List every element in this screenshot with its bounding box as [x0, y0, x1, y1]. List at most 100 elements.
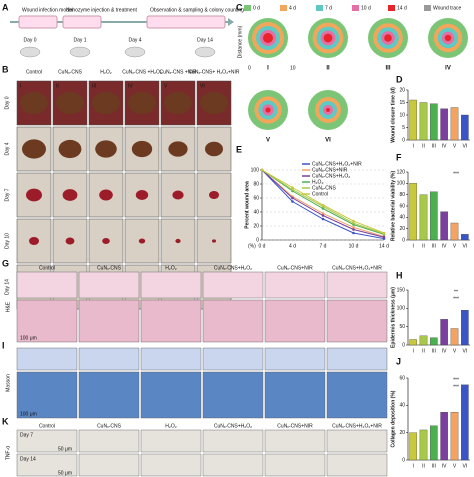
- y-tick-label: 20: [399, 226, 405, 232]
- tnf-image: [326, 429, 388, 453]
- legend-label: 4 d: [289, 5, 296, 11]
- column-header: H₂O₂: [100, 69, 111, 75]
- column-header: Control: [39, 423, 55, 429]
- trace-label: I: [267, 66, 269, 72]
- panel-label: C: [236, 2, 243, 12]
- wound: [131, 140, 153, 158]
- bar: [450, 107, 459, 141]
- panel-label: J: [396, 356, 401, 366]
- masson-image: [264, 347, 326, 371]
- axis-tick: 0: [248, 65, 251, 71]
- annotation: **: [454, 289, 458, 295]
- group-label: VI: [200, 83, 205, 89]
- point: [291, 188, 294, 191]
- wound-trace: [384, 34, 392, 42]
- x-tick-label: II: [422, 243, 425, 249]
- point: [321, 203, 325, 207]
- legend-label: CuNₓ-CNS: [312, 185, 337, 191]
- bar: [430, 425, 438, 461]
- y-tick-label: 20: [253, 223, 259, 229]
- point: [382, 231, 386, 235]
- x-tick-label: 4 d: [289, 243, 296, 249]
- wound: [200, 91, 228, 115]
- legend-swatch: [352, 5, 359, 11]
- panel-label: F: [396, 152, 402, 162]
- axis-label: Distance (mm): [237, 25, 243, 58]
- x-tick-label: IV: [442, 243, 447, 249]
- bar: [409, 339, 417, 346]
- point: [321, 207, 325, 210]
- legend-label: CuNₓ-CNS+NIR: [312, 167, 348, 173]
- y-axis-label: Relative bacterial viability (%): [390, 171, 396, 242]
- he-zoom: [202, 299, 264, 343]
- he-zoom: [16, 299, 78, 343]
- wound: [58, 139, 82, 159]
- column-header: CuNₓ-CNS+NIR: [277, 423, 313, 429]
- row-label: Day 4: [4, 142, 10, 155]
- wound: [62, 189, 78, 201]
- axis-tick: 10: [290, 65, 296, 71]
- he-image: [16, 271, 78, 299]
- y-tick-label: 50: [399, 324, 405, 330]
- mouse-icon: [124, 46, 146, 58]
- column-header: CuNₓ-CNS+ H₂O₂+NIR: [188, 69, 239, 75]
- scale-bar: 50 μm: [58, 446, 72, 452]
- x-tick-label: II: [422, 463, 425, 469]
- legend-swatch: [388, 5, 395, 11]
- x-tick-label: I: [412, 143, 413, 149]
- masson-image: [202, 347, 264, 371]
- wound-trace: [444, 34, 452, 42]
- legend-label: 14 d: [397, 5, 407, 11]
- point: [291, 196, 294, 200]
- wound: [212, 239, 216, 243]
- annotation: ***: [453, 377, 459, 383]
- y-unit: (%): [248, 243, 256, 249]
- tnf-image: [78, 429, 140, 453]
- bar: [440, 211, 448, 241]
- wound: [99, 189, 113, 201]
- x-tick-label: 14 d: [379, 243, 389, 249]
- wound: [22, 139, 46, 159]
- x-tick-label: VI: [462, 243, 467, 249]
- trace-label: IV: [445, 66, 451, 72]
- y-axis-label: Epidermis thickness (μm): [390, 287, 396, 348]
- row-label: Day 7: [20, 432, 33, 438]
- x-tick-label: V: [453, 348, 457, 354]
- point: [291, 200, 294, 203]
- x-tick-label: IV: [442, 463, 447, 469]
- wound: [135, 190, 149, 200]
- x-tick-label: 0 d: [259, 243, 266, 249]
- column-header: CuNₓ-CNS: [58, 69, 83, 75]
- wound-trace: [323, 33, 333, 43]
- bar: [409, 183, 417, 241]
- point: [321, 212, 325, 215]
- x-tick-label: I: [412, 348, 413, 354]
- trace-label: III: [385, 66, 390, 72]
- y-tick-label: 20: [399, 87, 405, 93]
- legend-label: 0 d: [253, 5, 260, 11]
- legend-label: Wound trace: [433, 5, 461, 11]
- y-tick-label: 150: [397, 287, 406, 293]
- x-tick-label: II: [422, 143, 425, 149]
- y-tick-label: 100: [397, 306, 406, 312]
- tnf-image: [264, 429, 326, 453]
- panel-label: B: [2, 64, 9, 74]
- wound-trace: [265, 107, 271, 113]
- legend-swatch: [280, 5, 287, 11]
- y-tick-label: 100: [397, 181, 406, 187]
- x-tick-label: I: [412, 243, 413, 249]
- step-box: [18, 15, 58, 29]
- point: [260, 168, 264, 172]
- y-tick-label: 0: [256, 237, 259, 243]
- wound: [92, 91, 120, 115]
- row-label: Day 14: [4, 279, 10, 295]
- column-header: CuNₓ-CNS +NIR: [160, 69, 197, 75]
- y-tick-label: 5: [402, 125, 405, 131]
- row-label: Day 0: [4, 96, 10, 109]
- y-tick-label: 60: [253, 195, 259, 201]
- y-tick-label: 10: [399, 112, 405, 118]
- masson-zoom: [202, 371, 264, 419]
- column-header: CuNₓ-CNS +H₂O₂: [122, 69, 162, 75]
- group-label: IV: [128, 83, 133, 89]
- trace-label: VI: [325, 138, 331, 144]
